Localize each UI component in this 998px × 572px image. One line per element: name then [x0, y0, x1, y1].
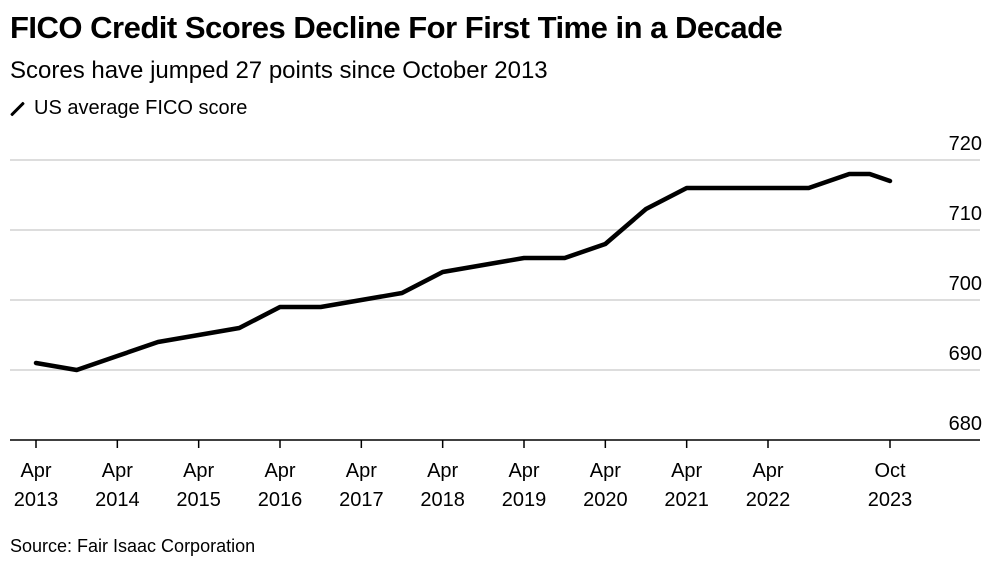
- x-tick-label-month: Apr: [590, 460, 621, 482]
- x-tick-label-year: 2019: [502, 489, 547, 511]
- x-tick-label-year: 2016: [258, 489, 303, 511]
- x-tick-label-month: Apr: [671, 460, 702, 482]
- x-tick-label-month: Apr: [264, 460, 295, 482]
- y-tick-label-710: 710: [949, 203, 982, 225]
- chart-subtitle: Scores have jumped 27 points since Octob…: [10, 57, 548, 84]
- x-tick-label-year: 2023: [868, 489, 913, 511]
- gridlines: [10, 159, 980, 371]
- x-tick-label-month: Apr: [427, 460, 458, 482]
- source-note: Source: Fair Isaac Corporation: [10, 536, 256, 556]
- x-axis-labels: Apr 2013 Apr 2014 Apr 2015 Apr 2016 Apr 2017 Apr 20…: [14, 460, 913, 511]
- x-tick-label-month: Apr: [346, 460, 377, 482]
- y-tick-label-690: 690: [949, 343, 982, 365]
- x-tick-label-year: 2015: [176, 489, 221, 511]
- y-tick-label-700: 700: [949, 273, 982, 295]
- x-tick-label-year: 2020: [583, 489, 628, 511]
- x-tick-label-year: 2013: [14, 489, 59, 511]
- x-tick-label-month: Oct: [874, 460, 906, 482]
- x-axis: [10, 439, 980, 448]
- x-tick-label-month: Apr: [183, 460, 214, 482]
- legend-label: US average FICO score: [34, 97, 248, 119]
- legend: US average FICO score: [10, 97, 247, 120]
- x-tick-label-year: 2022: [746, 489, 791, 511]
- x-tick-label-year: 2021: [664, 489, 709, 511]
- x-tick-label-month: Apr: [102, 460, 133, 482]
- x-tick-label-month: Apr: [20, 460, 51, 482]
- x-tick-label-year: 2018: [420, 489, 465, 511]
- chart-title: FICO Credit Scores Decline For First Tim…: [10, 10, 783, 45]
- x-tick-label-month: Apr: [752, 460, 783, 482]
- x-tick-label-year: 2017: [339, 489, 384, 511]
- y-tick-label-720: 720: [949, 133, 982, 155]
- series-line-0: [33, 171, 893, 373]
- series-layer: [33, 171, 893, 373]
- x-tick-label-year: 2014: [95, 489, 140, 511]
- y-tick-label-680: 680: [949, 413, 982, 435]
- y-axis-labels: 680 690 700 710 720: [949, 133, 982, 435]
- x-tick-label-month: Apr: [508, 460, 539, 482]
